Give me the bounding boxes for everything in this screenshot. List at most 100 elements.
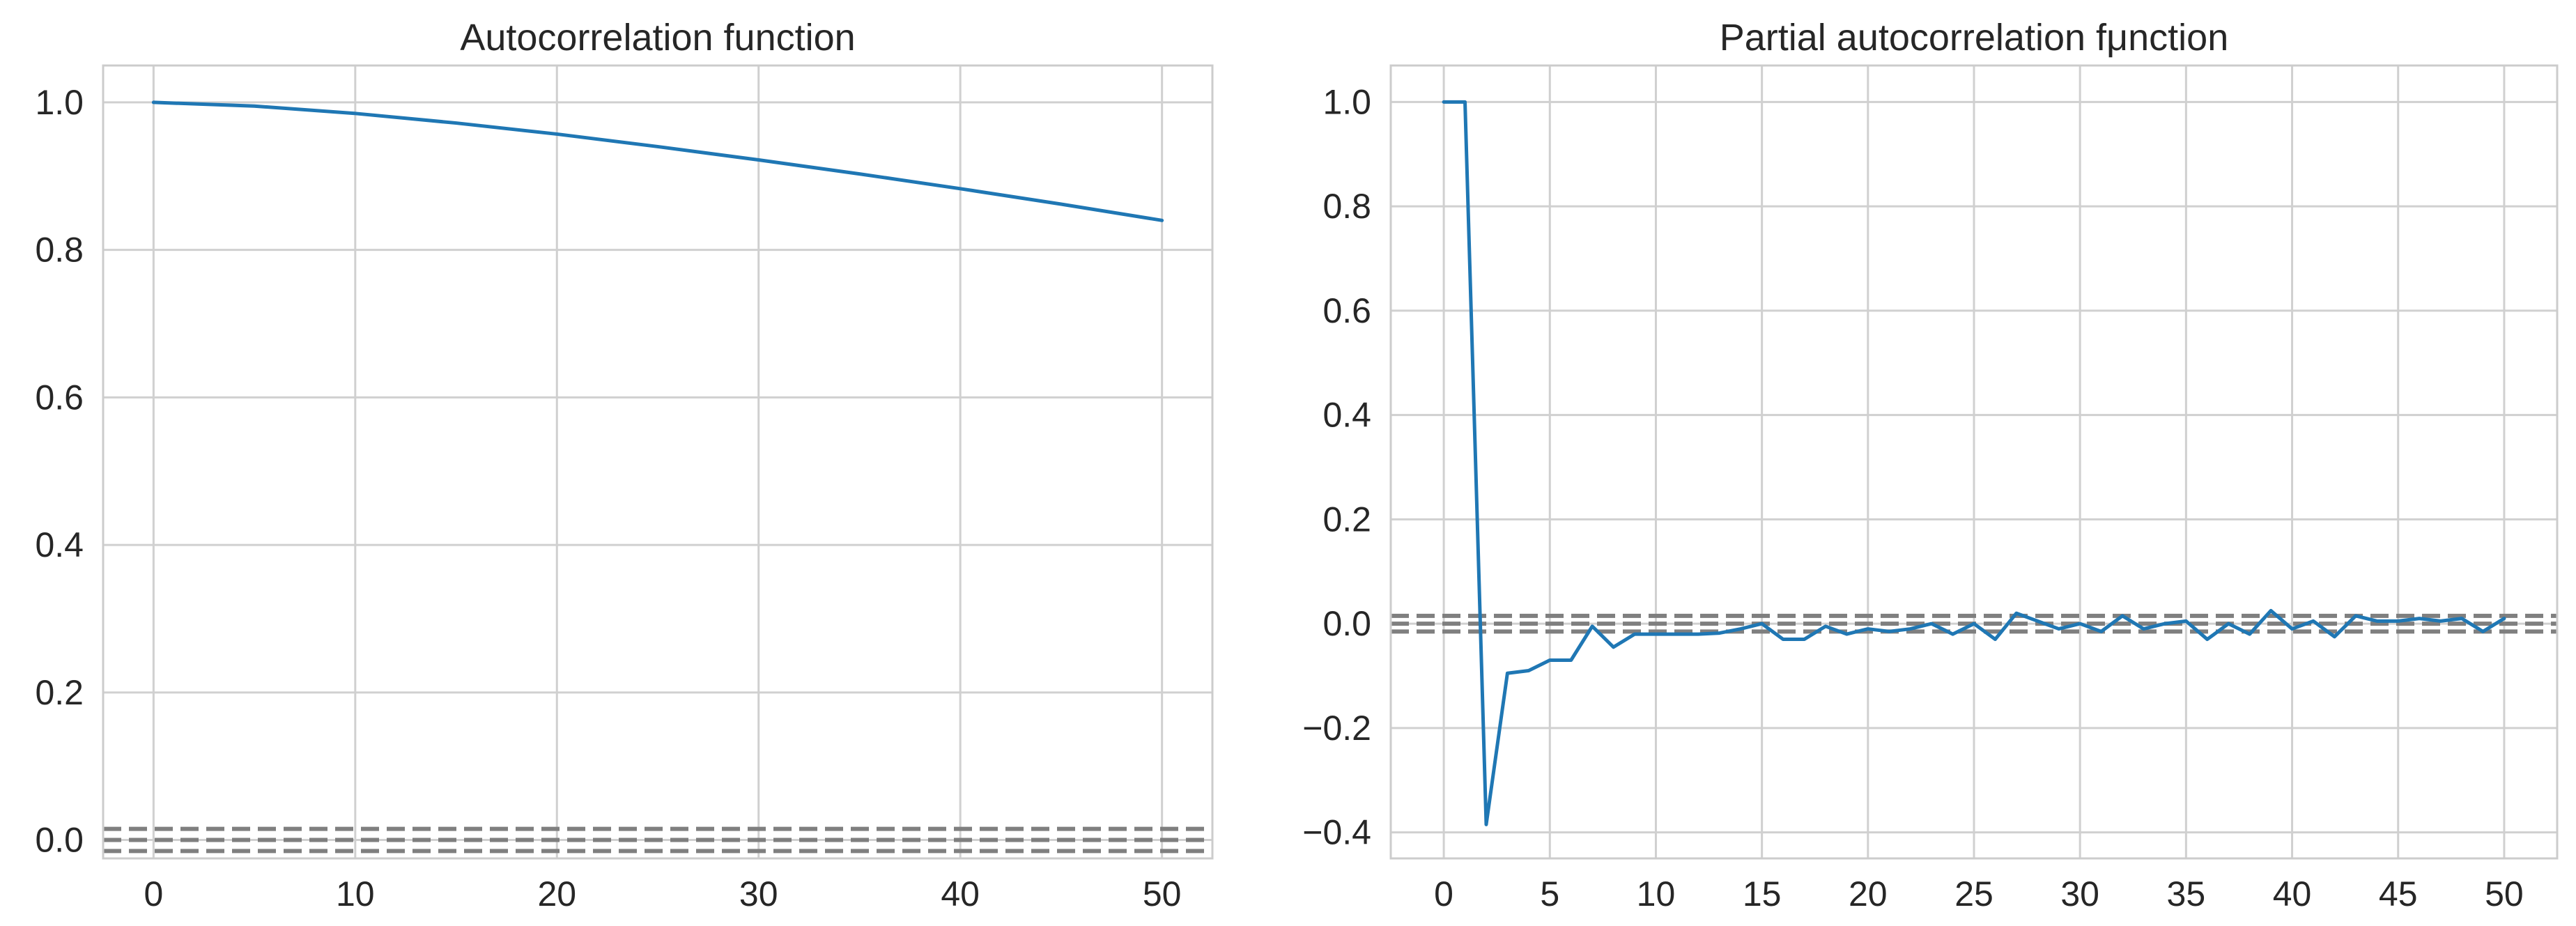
acf-y-tick-label: 0.4 <box>35 525 84 564</box>
pacf-data-point <box>2057 627 2060 631</box>
pacf-data-point <box>2460 617 2464 620</box>
pacf-data-point <box>1654 633 1658 636</box>
acf-data-point <box>656 145 660 148</box>
acf-panel: 0 10 20 30 40 50 0.0 0.2 0.4 0.6 0.8 1.0 Autocorre… <box>35 17 1214 913</box>
pacf-data-point <box>2227 622 2230 626</box>
pacf-y-tick-label: −0.4 <box>1302 813 1371 852</box>
pacf-data-point <box>1782 638 1785 641</box>
pacf-data-point <box>2375 619 2379 623</box>
acf-x-tick-label: 0 <box>144 874 163 913</box>
pacf-x-tick-label: 5 <box>1540 874 1559 913</box>
pacf-data-point <box>1930 622 1934 626</box>
pacf-data-point <box>2163 622 2166 626</box>
pacf-data-point <box>1569 658 1573 662</box>
pacf-data-point <box>2333 635 2336 638</box>
pacf-data-point <box>1888 630 1891 633</box>
acf-x-tick-label: 20 <box>537 874 576 913</box>
pacf-panel: 0 5 10 15 20 25 30 35 40 45 50 −0.4 −0.2 0.0 0.2 0.4 0.… <box>1302 17 2559 913</box>
pacf-x-tick-label: 50 <box>2485 874 2524 913</box>
pacf-grid <box>1391 65 2557 858</box>
pacf-x-tick-label: 15 <box>1743 874 1782 913</box>
pacf-frame <box>1389 64 2559 860</box>
pacf-data-point <box>2121 614 2124 617</box>
pacf-data-point <box>2099 630 2103 633</box>
pacf-data-point <box>1760 622 1764 626</box>
pacf-data-point <box>1548 658 1552 662</box>
pacf-data-point <box>2418 617 2421 620</box>
pacf-data-point <box>1675 633 1679 636</box>
pacf-x-tick-label: 35 <box>2167 874 2206 913</box>
pacf-data-point <box>2502 617 2506 620</box>
acf-series-line <box>151 100 1164 222</box>
acf-x-tick-label: 30 <box>739 874 778 913</box>
pacf-x-tick-label: 30 <box>2060 874 2099 913</box>
pacf-data-point <box>1803 638 1806 641</box>
pacf-data-point <box>2311 619 2315 623</box>
acf-data-point <box>1059 203 1063 206</box>
acf-frame <box>102 64 1214 860</box>
pacf-data-point <box>2481 630 2485 633</box>
pacf-data-point <box>1845 633 1849 636</box>
acf-y-tick-label: 0.8 <box>35 231 84 270</box>
acf-data-point <box>757 158 760 162</box>
acf-title: Autocorrelation function <box>460 17 855 59</box>
pacf-x-tick-label: 0 <box>1434 874 1453 913</box>
acf-data-point <box>454 121 458 125</box>
pacf-data-point <box>1506 672 1509 675</box>
pacf-data-point <box>1908 627 1912 631</box>
pacf-x-tick-label: 45 <box>2379 874 2418 913</box>
pacf-data-point <box>1866 627 1869 631</box>
acf-data-point <box>1160 219 1164 222</box>
pacf-x-tick-label: 10 <box>1637 874 1676 913</box>
pacf-y-ticks: −0.4 −0.2 0.0 0.2 0.4 0.6 0.8 1.0 <box>1302 82 1371 851</box>
acf-y-tick-label: 0.0 <box>35 821 84 860</box>
pacf-x-tick-label: 25 <box>1954 874 1993 913</box>
pacf-data-point <box>1973 622 1976 626</box>
acf-y-tick-label: 0.2 <box>35 673 84 712</box>
pacf-data-point <box>2014 612 2018 615</box>
acf-data-point <box>555 132 559 136</box>
pacf-data-point <box>2036 619 2039 623</box>
pacf-x-tick-label: 20 <box>1849 874 1888 913</box>
pacf-series-group <box>1442 100 2506 826</box>
pacf-data-point <box>1442 100 1446 104</box>
acf-data-point <box>959 187 962 190</box>
pacf-y-tick-label: −0.2 <box>1302 709 1371 748</box>
pacf-y-tick-label: 0.8 <box>1322 187 1371 226</box>
pacf-y-tick-label: 0.2 <box>1322 500 1371 539</box>
pacf-y-tick-label: 0.4 <box>1322 396 1371 435</box>
pacf-series-line <box>1442 100 2506 826</box>
acf-confidence-band <box>103 826 1212 854</box>
pacf-data-point <box>1527 669 1530 672</box>
pacf-data-point <box>1484 823 1488 826</box>
acf-series-group <box>151 100 1164 222</box>
pacf-data-point <box>2439 619 2442 623</box>
pacf-data-point <box>1591 624 1594 628</box>
pacf-data-point <box>1739 627 1743 631</box>
pacf-data-point <box>1823 624 1827 628</box>
pacf-data-point <box>2354 614 2357 617</box>
pacf-data-point <box>1697 633 1700 636</box>
acf-data-point <box>858 172 861 176</box>
pacf-data-point <box>1951 633 1954 636</box>
pacf-data-point <box>1463 100 1467 104</box>
pacf-data-point <box>2269 609 2273 612</box>
pacf-data-point <box>2142 627 2145 631</box>
acf-data-point <box>253 105 256 108</box>
acf-x-tick-label: 10 <box>336 874 375 913</box>
pacf-data-point <box>2396 619 2400 623</box>
acf-y-ticks: 0.0 0.2 0.4 0.6 0.8 1.0 <box>35 83 84 860</box>
acf-x-ticks: 0 10 20 30 40 50 <box>144 874 1181 913</box>
pacf-y-tick-label: 0.0 <box>1322 604 1371 643</box>
pacf-data-point <box>2184 619 2188 623</box>
acf-y-tick-label: 1.0 <box>35 83 84 122</box>
pacf-x-tick-label: 40 <box>2273 874 2312 913</box>
pacf-data-point <box>2248 633 2251 636</box>
pacf-data-point <box>1633 633 1637 636</box>
acf-data-point <box>152 100 155 104</box>
pacf-data-point <box>2290 627 2294 631</box>
pacf-data-point <box>2078 622 2082 626</box>
acf-x-tick-label: 50 <box>1143 874 1182 913</box>
pacf-data-point <box>1993 638 1997 641</box>
